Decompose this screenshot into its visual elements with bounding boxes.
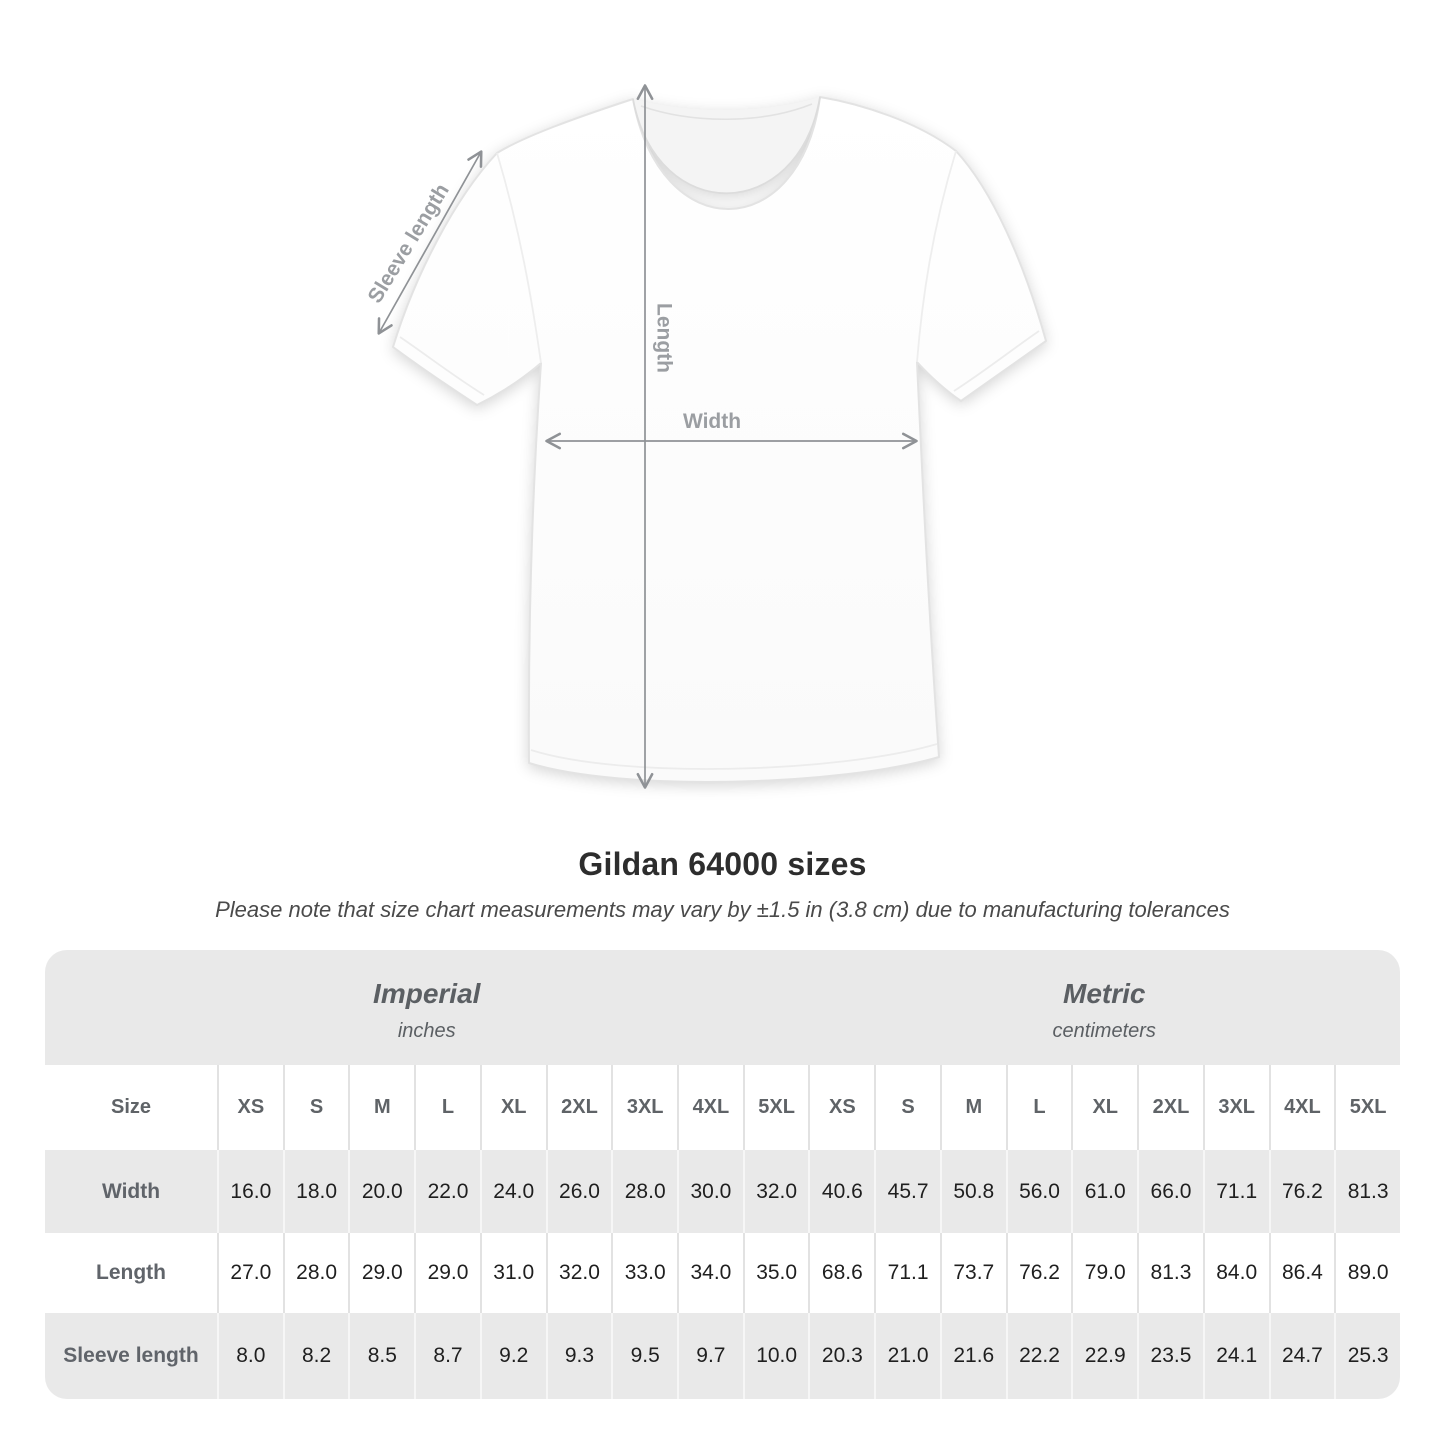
width-label: Width: [683, 410, 741, 433]
size-col-header: S: [282, 1065, 349, 1150]
table-cell: 73.7: [939, 1233, 1006, 1313]
metric-label: Metric: [1063, 978, 1146, 1009]
row-label-sleeve-length: Sleeve length: [45, 1313, 217, 1399]
table-cell: 40.6: [808, 1150, 875, 1233]
table-cell: 8.5: [348, 1313, 415, 1399]
size-header: Size: [45, 1065, 217, 1150]
table-cell: 9.3: [545, 1313, 612, 1399]
size-col-header: 3XL: [1202, 1065, 1269, 1150]
table-cell: 9.2: [479, 1313, 546, 1399]
table-cell: 18.0: [282, 1150, 349, 1233]
table-cell: 89.0: [1334, 1233, 1400, 1313]
table-cell: 34.0: [677, 1233, 743, 1313]
table-cell: 16.0: [217, 1150, 283, 1233]
imperial-unit: inches: [397, 1020, 456, 1042]
table-cell: 20.0: [348, 1150, 415, 1233]
table-cell: 45.7: [874, 1150, 940, 1233]
size-table: Imperial inches Metric centimeters Size …: [45, 950, 1400, 1399]
table-cell: 22.2: [1005, 1313, 1072, 1399]
table-cell: 10.0: [742, 1313, 809, 1399]
table-cell: 30.0: [677, 1150, 743, 1233]
table-cell: 32.0: [742, 1150, 809, 1233]
tshirt-measurement-diagram: Sleeve length Length Width: [364, 84, 1047, 789]
table-cell: 9.7: [677, 1313, 743, 1399]
table-cell: 8.7: [414, 1313, 480, 1399]
size-col-header: XL: [1071, 1065, 1138, 1150]
table-cell: 27.0: [217, 1233, 283, 1313]
tolerance-note: Please note that size chart measurements…: [215, 897, 1230, 922]
table-cell: 32.0: [545, 1233, 612, 1313]
table-cell: 28.0: [282, 1233, 349, 1313]
table-cell: 24.7: [1268, 1313, 1335, 1399]
table-cell: 33.0: [611, 1233, 678, 1313]
size-col-header: 3XL: [611, 1065, 678, 1150]
size-col-header: 5XL: [742, 1065, 809, 1150]
table-cell: 21.0: [874, 1313, 940, 1399]
imperial-label: Imperial: [373, 978, 481, 1009]
row-label-width: Width: [45, 1150, 217, 1233]
table-cell: 66.0: [1137, 1150, 1203, 1233]
size-col-header: XS: [217, 1065, 283, 1150]
table-cell: 8.2: [282, 1313, 349, 1399]
table-cell: 35.0: [742, 1233, 809, 1313]
tshirt-image: [392, 96, 1047, 783]
table-cell: 84.0: [1202, 1233, 1269, 1313]
page-title: Gildan 64000 sizes: [578, 846, 867, 882]
table-cell: 29.0: [348, 1233, 415, 1313]
table-cell: 24.0: [479, 1150, 546, 1233]
table-cell: 28.0: [611, 1150, 678, 1233]
table-cell: 76.2: [1268, 1150, 1335, 1233]
table-cell: 26.0: [545, 1150, 612, 1233]
table-cell: 8.0: [217, 1313, 283, 1399]
size-col-header: L: [1005, 1065, 1072, 1150]
size-col-header: M: [348, 1065, 415, 1150]
size-col-header: 5XL: [1334, 1065, 1400, 1150]
table-cell: 20.3: [808, 1313, 875, 1399]
table-cell: 81.3: [1334, 1150, 1400, 1233]
table-cell: 31.0: [479, 1233, 546, 1313]
table-cell: 50.8: [939, 1150, 1006, 1233]
table-cell: 22.0: [414, 1150, 480, 1233]
table-cell: 76.2: [1005, 1233, 1072, 1313]
table-cell: 81.3: [1137, 1233, 1203, 1313]
size-col-header: 4XL: [1268, 1065, 1335, 1150]
table-cell: 21.6: [939, 1313, 1006, 1399]
size-col-header: XS: [808, 1065, 875, 1150]
size-col-header: 2XL: [1137, 1065, 1203, 1150]
size-col-header: S: [874, 1065, 940, 1150]
metric-unit: centimeters: [1052, 1020, 1156, 1042]
table-cell: 71.1: [874, 1233, 940, 1313]
size-col-header: XL: [479, 1065, 546, 1150]
table-cell: 9.5: [611, 1313, 678, 1399]
table-cell: 71.1: [1202, 1150, 1269, 1233]
neck-opening: [633, 97, 820, 194]
size-col-header: M: [939, 1065, 1006, 1150]
size-col-header: 4XL: [677, 1065, 743, 1150]
metric-group-header: Metric centimeters: [808, 950, 1400, 1065]
imperial-group-header: Imperial inches: [45, 950, 809, 1065]
row-label-length: Length: [45, 1233, 217, 1313]
table-cell: 25.3: [1334, 1313, 1400, 1399]
table-cell: 29.0: [414, 1233, 480, 1313]
size-col-header: L: [414, 1065, 480, 1150]
table-cell: 86.4: [1268, 1233, 1335, 1313]
table-cell: 68.6: [808, 1233, 875, 1313]
table-cell: 56.0: [1005, 1150, 1072, 1233]
table-cell: 22.9: [1071, 1313, 1138, 1399]
length-label: Length: [653, 303, 676, 373]
size-col-header: 2XL: [545, 1065, 612, 1150]
table-cell: 23.5: [1137, 1313, 1203, 1399]
table-cell: 61.0: [1071, 1150, 1138, 1233]
table-cell: 79.0: [1071, 1233, 1138, 1313]
sleeve-length-arrow: [377, 150, 483, 335]
table-cell: 24.1: [1202, 1313, 1269, 1399]
